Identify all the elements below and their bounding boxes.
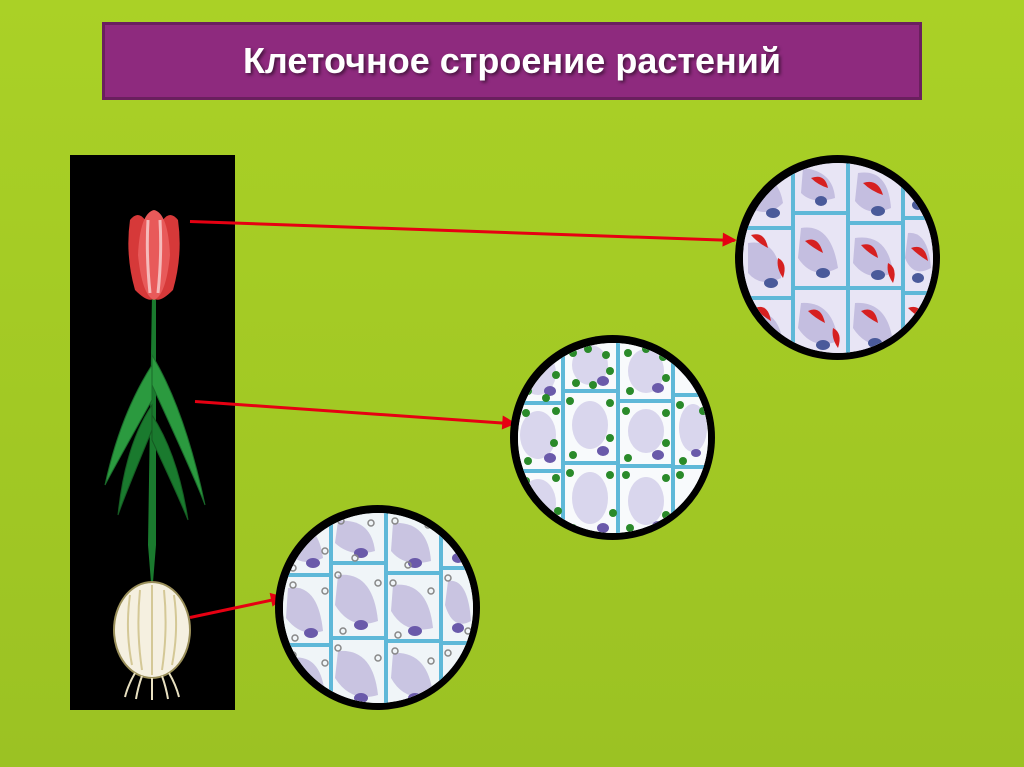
page-title: Клеточное строение растений [243,40,781,82]
microscope-flower-cells [735,155,940,360]
arrow-flower [190,220,735,242]
plant-panel [70,155,235,710]
microscope-bulb-cells [275,505,480,710]
microscope-leaf-cells [510,335,715,540]
tulip-illustration [70,165,235,700]
title-bar: Клеточное строение растений [102,22,922,100]
arrow-leaf [195,400,514,425]
